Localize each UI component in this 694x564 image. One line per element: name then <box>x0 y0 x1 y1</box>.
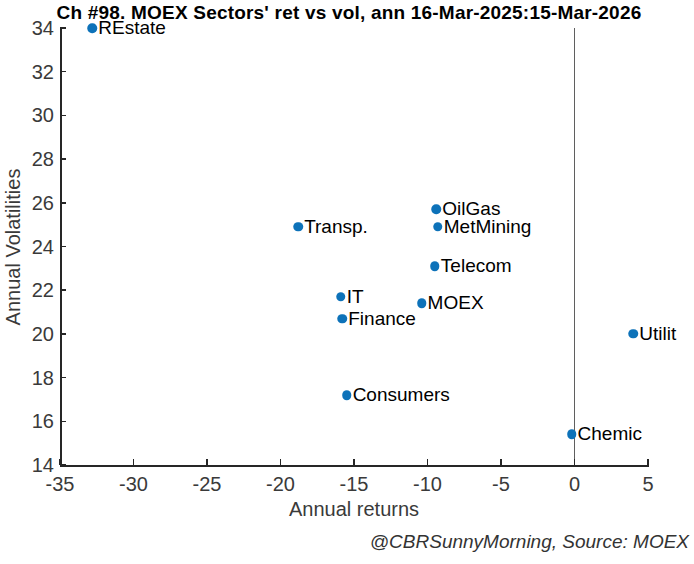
y-tick-mark <box>60 421 66 423</box>
data-point-dot <box>629 329 639 339</box>
plot-area: -35-30-25-20-15-10-505141618202224262830… <box>0 0 694 564</box>
data-point-dot <box>88 23 98 33</box>
y-tick-mark <box>60 158 66 160</box>
data-point-dot <box>432 205 442 215</box>
zero-reference-line <box>574 28 576 465</box>
data-point-label: IT <box>347 286 364 308</box>
x-tick-mark <box>427 459 429 465</box>
y-tick-mark <box>60 464 66 466</box>
x-tick-label: 5 <box>642 473 653 496</box>
data-point-label: Transp. <box>304 216 368 238</box>
data-point-label: Utilit <box>639 323 676 345</box>
y-tick-mark <box>60 377 66 379</box>
x-tick-mark <box>353 459 355 465</box>
data-point-dot <box>336 292 346 302</box>
y-tick-label: 24 <box>4 235 54 258</box>
x-tick-mark <box>647 459 649 465</box>
data-point-dot <box>430 261 440 271</box>
x-tick-label: 0 <box>569 473 580 496</box>
y-tick-label: 34 <box>4 17 54 40</box>
data-point-label: Finance <box>348 308 416 330</box>
data-point-label: Consumers <box>353 384 450 406</box>
data-point-label: REstate <box>98 17 166 39</box>
y-tick-label: 26 <box>4 191 54 214</box>
y-tick-label: 16 <box>4 410 54 433</box>
y-tick-mark <box>60 333 66 335</box>
x-tick-mark <box>206 459 208 465</box>
data-point-label: Telecom <box>441 255 512 277</box>
data-point-dot <box>337 314 347 324</box>
y-tick-mark <box>60 27 66 29</box>
y-tick-mark <box>60 202 66 204</box>
x-tick-label: -25 <box>193 473 222 496</box>
y-tick-label: 22 <box>4 279 54 302</box>
x-tick-mark <box>574 459 576 465</box>
y-tick-label: 20 <box>4 322 54 345</box>
y-tick-mark <box>60 246 66 248</box>
y-tick-mark <box>60 289 66 291</box>
data-point-label: MetMining <box>444 216 532 238</box>
x-tick-label: -15 <box>340 473 369 496</box>
credit-text: @CBRSunnyMorning, Source: MOEX <box>370 531 689 553</box>
data-point-dot <box>433 222 443 232</box>
x-axis-title: Annual returns <box>289 498 419 521</box>
x-tick-label: -20 <box>266 473 295 496</box>
y-tick-mark <box>60 115 66 117</box>
y-tick-label: 28 <box>4 148 54 171</box>
data-point-dot <box>417 299 427 309</box>
x-tick-mark <box>500 459 502 465</box>
data-point-label: Chemic <box>578 423 642 445</box>
data-point-dot <box>293 222 303 232</box>
x-axis-line <box>60 465 649 467</box>
x-tick-label: -10 <box>413 473 442 496</box>
chart-figure: Ch #98. MOEX Sectors' ret vs vol, ann 16… <box>0 0 694 564</box>
data-point-dot <box>342 390 352 400</box>
y-tick-mark <box>60 71 66 73</box>
x-tick-mark <box>280 459 282 465</box>
y-tick-label: 30 <box>4 104 54 127</box>
x-tick-label: -5 <box>492 473 510 496</box>
data-point-dot <box>567 430 577 440</box>
x-tick-mark <box>133 459 135 465</box>
x-tick-label: -30 <box>119 473 148 496</box>
y-tick-label: 32 <box>4 60 54 83</box>
data-point-label: MOEX <box>428 292 484 314</box>
y-tick-label: 14 <box>4 454 54 477</box>
y-tick-label: 18 <box>4 366 54 389</box>
